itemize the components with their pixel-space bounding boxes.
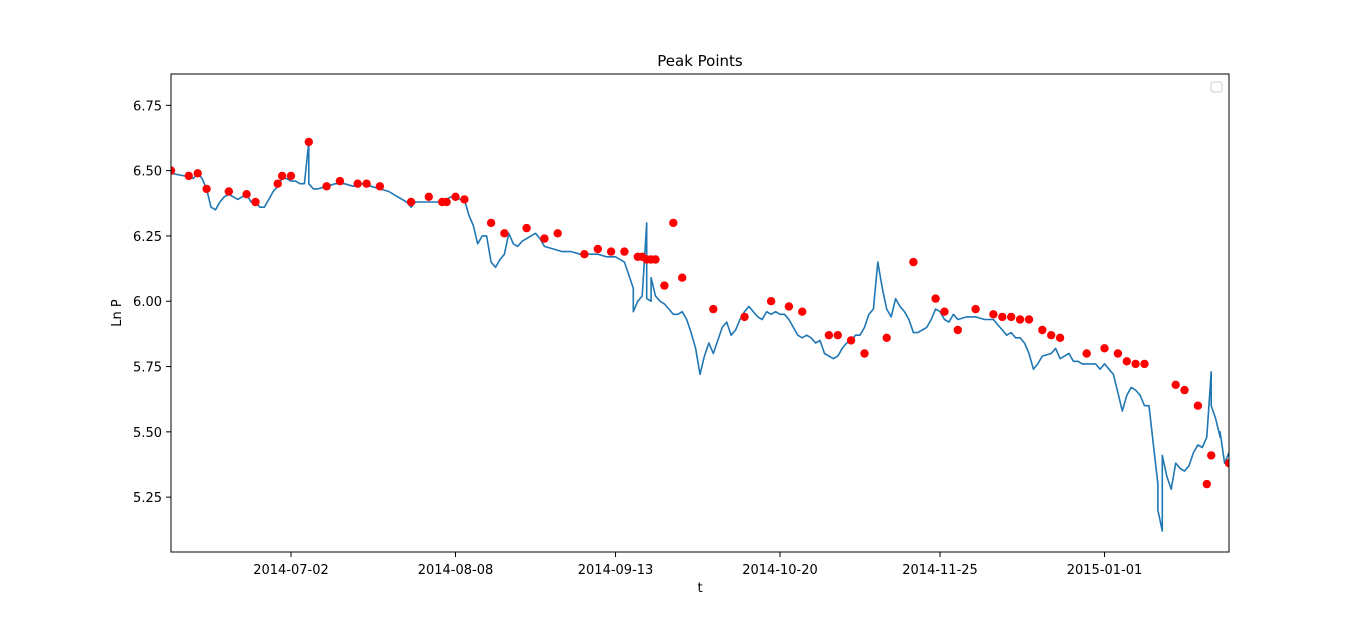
peak-point (522, 223, 531, 233)
peak-point (784, 302, 794, 311)
x-axis-label: t (697, 581, 702, 596)
peak-point (540, 234, 549, 243)
y-tick-label: 5.75 (133, 361, 162, 376)
peak-point (940, 307, 949, 316)
y-tick-label: 6.50 (133, 165, 162, 180)
peak-point (375, 182, 385, 191)
peak-point (1113, 349, 1123, 358)
peak-point (989, 310, 998, 319)
peak-point (1202, 479, 1212, 489)
plot-content (171, 137, 1229, 532)
y-tick-label: 6.00 (133, 295, 162, 310)
peak-point (678, 273, 687, 282)
x-tick-label: 2014-08-08 (418, 563, 494, 578)
peak-point (362, 179, 371, 188)
peak-point (1100, 344, 1109, 353)
peak-point (1131, 359, 1140, 369)
peak-point (740, 312, 749, 322)
peak-point (1122, 357, 1132, 366)
peak-point (1024, 315, 1034, 324)
peak-point (460, 195, 469, 204)
peak-point (1055, 333, 1065, 342)
x-tick-label: 2014-07-02 (253, 563, 329, 578)
peak-point (971, 304, 980, 314)
peak-point (1038, 325, 1047, 335)
y-axis-label: Ln P (110, 299, 125, 327)
peak-point (1171, 380, 1180, 389)
x-axis: 2014-07-02 2014-08-08 2014-09-13 2014-10-20… (253, 552, 1142, 578)
peak-point (184, 171, 193, 181)
x-tick-label: 2014-10-20 (742, 563, 818, 578)
peak-point (798, 307, 807, 316)
peak-point (451, 192, 460, 201)
peak-point (171, 166, 176, 175)
peak-point (1180, 385, 1189, 395)
peak-point (620, 247, 629, 256)
peak-point (273, 179, 282, 188)
peak-point (304, 137, 313, 147)
peak-point (202, 184, 211, 194)
peak-point (660, 281, 669, 290)
peak-point (953, 325, 962, 335)
y-axis: 5.25 5.50 5.75 6.00 6.25 6.50 6.75 (133, 99, 171, 506)
peak-point (909, 257, 918, 267)
peak-point (353, 179, 362, 188)
y-tick-label: 6.25 (133, 230, 162, 245)
peak-point (193, 169, 202, 178)
peak-point (286, 171, 296, 181)
peak-point (580, 250, 589, 259)
peak-point (424, 192, 433, 201)
peak-point (833, 331, 842, 340)
x-tick-label: 2014-11-25 (902, 563, 978, 578)
peak-point (882, 333, 891, 342)
peak-markers (171, 137, 1229, 489)
peak-point (442, 197, 451, 207)
peak-point (1082, 349, 1091, 358)
x-tick-label: 2014-09-13 (578, 563, 654, 578)
series-line (171, 141, 1229, 532)
peak-point (486, 218, 496, 228)
peak-point (242, 190, 251, 199)
peak-point (766, 297, 776, 306)
peak-point (1140, 359, 1149, 369)
y-tick-label: 5.25 (133, 491, 162, 506)
peak-point (998, 312, 1007, 322)
peak-point (931, 294, 940, 303)
peak-point (860, 349, 869, 358)
peak-point (1207, 451, 1216, 460)
peak-point (406, 197, 416, 207)
peak-point (1015, 315, 1025, 324)
peak-point (553, 229, 562, 238)
legend-box (1210, 81, 1223, 93)
y-tick-label: 5.50 (133, 426, 162, 441)
peak-point (335, 176, 345, 186)
peak-point (593, 244, 602, 254)
peak-point (669, 218, 678, 228)
peak-point (277, 171, 287, 181)
peak-point (1224, 459, 1229, 468)
peak-point (1047, 331, 1056, 340)
x-tick-label: 2015-01-01 (1067, 563, 1143, 578)
peak-point (251, 197, 260, 207)
chart-title: Peak Points (657, 52, 743, 70)
peak-point (824, 331, 834, 340)
peak-point (500, 229, 509, 238)
peak-point (709, 304, 718, 314)
peak-point (1193, 401, 1203, 410)
y-tick-label: 6.75 (133, 99, 162, 114)
peak-point (651, 255, 660, 264)
peak-point (1007, 312, 1016, 322)
peak-point (846, 336, 856, 345)
peak-point (224, 187, 233, 196)
peak-point (322, 182, 331, 191)
peak-point (606, 247, 616, 256)
plot-frame (170, 73, 1230, 553)
